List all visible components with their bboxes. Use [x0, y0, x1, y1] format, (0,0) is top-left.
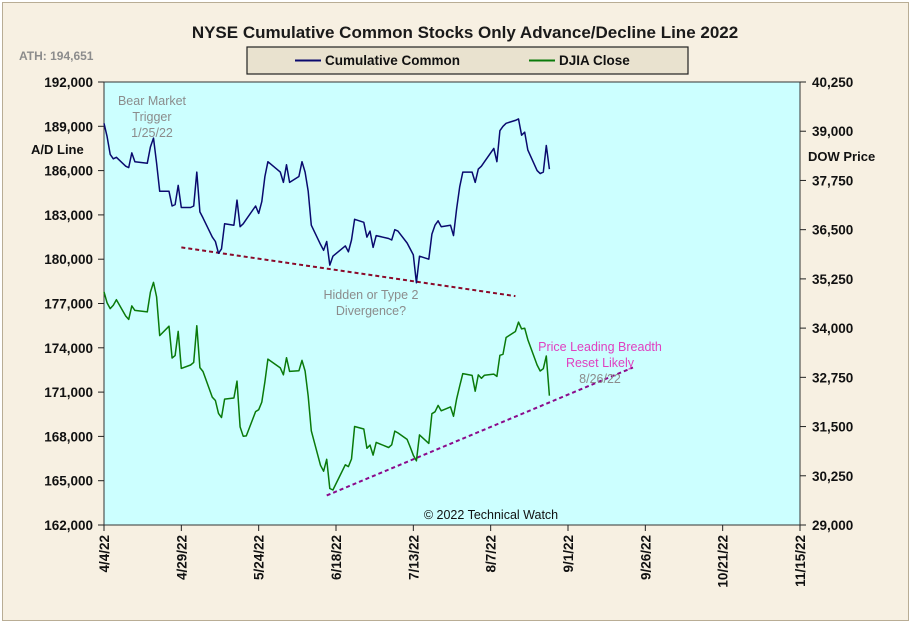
annotation-divergence-line2: Divergence?	[336, 304, 406, 318]
plot-area	[103, 81, 801, 526]
left-axis-tick-label: 180,000	[44, 252, 93, 267]
annotation-divergence-line1: Hidden or Type 2	[324, 288, 419, 302]
x-axis-tick-label: 10/21/22	[716, 535, 731, 588]
annotation-date: 8/26/22	[579, 372, 621, 386]
left-axis-tick-label: 177,000	[44, 297, 93, 312]
right-axis-tick-label: 40,250	[812, 75, 853, 90]
series-line-cumulative-common	[103, 118, 551, 284]
annotation-divergence: Hidden or Type 2 Divergence?	[324, 288, 419, 318]
chart-title: NYSE Cumulative Common Stocks Only Advan…	[192, 23, 738, 42]
legend: Cumulative Common DJIA Close	[246, 46, 689, 75]
x-axis-tick-label: 7/13/22	[406, 535, 421, 580]
left-axis: 192,000 189,000 186,000 183,000 180,000 177,0…	[44, 75, 104, 533]
left-axis-tick-label: 189,000	[44, 119, 93, 134]
x-axis: 4/4/22 4/29/22 5/24/22 6/18/22 7/13/22 8/7/22…	[97, 525, 808, 588]
right-axis-tick-label: 31,500	[812, 420, 853, 435]
legend-label-cumulative: Cumulative Common	[325, 53, 460, 68]
x-axis-tick-label: 4/4/22	[97, 535, 112, 573]
left-axis-tick-label: 168,000	[44, 429, 93, 444]
x-axis-tick-label: 9/26/22	[638, 535, 653, 580]
left-axis-tick-label: 165,000	[44, 474, 93, 489]
trendline-ad-divergence	[181, 246, 516, 298]
left-axis-tick-label: 183,000	[44, 208, 93, 223]
left-axis-label: A/D Line	[31, 142, 84, 157]
left-axis-tick-label: 174,000	[44, 341, 93, 356]
annotation-price-leading-line2: Reset Likely	[566, 356, 635, 370]
x-axis-tick-label: 5/24/22	[252, 535, 267, 580]
x-axis-tick-label: 4/29/22	[174, 535, 189, 580]
chart: NYSE Cumulative Common Stocks Only Advan…	[19, 23, 875, 588]
x-axis-tick-label: 9/1/22	[561, 535, 576, 573]
ath-label: ATH: 194,651	[19, 49, 94, 63]
right-axis: 40,250 39,000 37,750 36,500 35,250 34,000 32,7…	[800, 75, 853, 533]
right-axis-tick-label: 32,750	[812, 370, 853, 385]
series-lines	[103, 118, 551, 491]
left-axis-tick-label: 186,000	[44, 164, 93, 179]
right-axis-tick-label: 39,000	[812, 124, 853, 139]
annotation-price-leading-line1: Price Leading Breadth	[538, 340, 662, 354]
right-axis-tick-label: 29,000	[812, 518, 853, 533]
series-line-djia-close	[103, 281, 551, 491]
left-axis-tick-label: 162,000	[44, 518, 93, 533]
right-axis-tick-label: 37,750	[812, 173, 853, 188]
trendlines	[181, 246, 634, 497]
right-axis-tick-label: 30,250	[812, 469, 853, 484]
x-axis-tick-label: 6/18/22	[329, 535, 344, 580]
left-axis-tick-label: 171,000	[44, 385, 93, 400]
trendline-djia-support	[326, 366, 634, 497]
legend-label-djia: DJIA Close	[559, 53, 630, 68]
left-axis-tick-label: 192,000	[44, 75, 93, 90]
right-axis-label: DOW Price	[808, 149, 875, 164]
x-axis-tick-label: 8/7/22	[484, 535, 499, 573]
right-axis-tick-label: 34,000	[812, 321, 853, 336]
annotation-bear-market-line2: Trigger	[132, 110, 171, 124]
annotation-bear-market-line1: Bear Market	[118, 94, 187, 108]
annotation-bear-market-line3: 1/25/22	[131, 126, 173, 140]
right-axis-tick-label: 35,250	[812, 272, 853, 287]
copyright: © 2022 Technical Watch	[424, 508, 558, 522]
annotation-price-leading: Price Leading Breadth Reset Likely	[538, 340, 662, 370]
annotation-bear-market: Bear Market Trigger 1/25/22	[118, 94, 187, 140]
right-axis-tick-label: 36,500	[812, 223, 853, 238]
x-axis-tick-label: 11/15/22	[793, 535, 808, 587]
